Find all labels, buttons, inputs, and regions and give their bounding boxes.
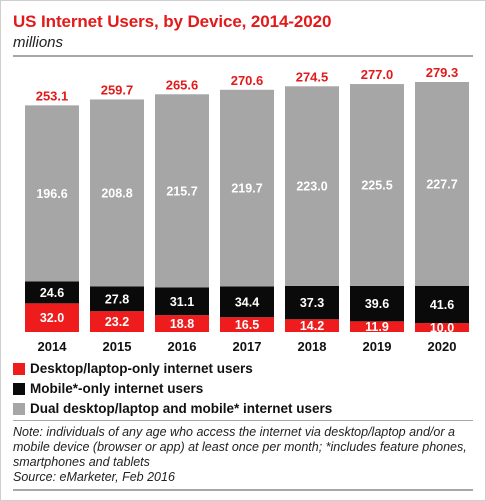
- value-label-dual-2019: 225.5: [361, 178, 392, 192]
- bar-desktop-only-2017: [220, 317, 274, 332]
- value-label-mobile-only-2016: 31.1: [170, 295, 194, 309]
- title-divider: [13, 55, 473, 57]
- bar-mobile-only-2019: [350, 285, 404, 322]
- total-label-2016: 265.6: [166, 77, 199, 92]
- legend-label-desktop-only: Desktop/laptop-only internet users: [30, 361, 253, 376]
- value-label-dual-2017: 219.7: [231, 182, 262, 196]
- x-tick-label-2018: 2018: [298, 339, 327, 354]
- value-label-dual-2020: 227.7: [426, 177, 457, 191]
- value-label-mobile-only-2015: 27.8: [105, 292, 129, 306]
- value-label-desktop-only-2016: 18.8: [170, 317, 194, 331]
- bar-mobile-only-2020: [415, 285, 469, 324]
- bar-desktop-only-2016: [155, 315, 209, 332]
- value-label-mobile-only-2020: 41.6: [430, 298, 454, 312]
- stacked-bar-chart: 32.0 24.6 196.6 253.1 2014 23.2 27.8 208.8 259.7…: [25, 65, 469, 354]
- value-label-desktop-only-2018: 14.2: [300, 319, 324, 333]
- source-line: Source: eMarketer, Feb 2016: [13, 470, 175, 484]
- bar-dual-2014: [25, 105, 79, 282]
- legend-divider: [13, 420, 473, 421]
- bar-mobile-only-2015: [90, 286, 144, 312]
- bar-desktop-only-2014: [25, 303, 79, 332]
- x-tick-label-2019: 2019: [363, 339, 392, 354]
- bar-dual-2020: [415, 82, 469, 286]
- chart-subtitle: millions: [13, 34, 64, 51]
- bar-dual-2016: [155, 94, 209, 288]
- bar-desktop-only-2015: [90, 311, 144, 332]
- value-label-dual-2018: 223.0: [296, 180, 327, 194]
- bar-mobile-only-2014: [25, 281, 79, 304]
- x-tick-label-2015: 2015: [103, 339, 132, 354]
- legend-swatch-dual: [13, 403, 25, 415]
- chart-title: US Internet Users, by Device, 2014-2020: [13, 12, 332, 31]
- bar-dual-2015: [90, 99, 144, 287]
- bar-desktop-only-2018: [285, 319, 339, 332]
- bar-dual-2018: [285, 86, 339, 286]
- value-label-mobile-only-2014: 24.6: [40, 286, 64, 300]
- bar-desktop-only-2020: [415, 323, 469, 332]
- bar-mobile-only-2017: [220, 286, 274, 318]
- bar-mobile-only-2018: [285, 285, 339, 320]
- x-tick-label-2016: 2016: [168, 339, 197, 354]
- total-label-2018: 274.5: [296, 69, 329, 84]
- footnote: Note: individuals of any age who access …: [13, 425, 467, 469]
- value-label-desktop-only-2019: 11.9: [365, 320, 389, 334]
- total-label-2019: 277.0: [361, 67, 394, 82]
- x-tick-label-2020: 2020: [428, 339, 457, 354]
- total-label-2014: 253.1: [36, 88, 69, 103]
- value-label-desktop-only-2015: 23.2: [105, 315, 129, 329]
- bar-desktop-only-2019: [350, 321, 404, 332]
- bar-dual-2017: [220, 89, 274, 287]
- value-label-dual-2014: 196.6: [36, 187, 67, 201]
- legend-swatch-desktop-only: [13, 363, 25, 375]
- value-label-dual-2015: 208.8: [101, 186, 132, 200]
- value-label-desktop-only-2014: 32.0: [40, 311, 64, 325]
- total-label-2020: 279.3: [426, 65, 459, 80]
- bottom-divider: [13, 489, 473, 491]
- bar-mobile-only-2016: [155, 287, 209, 316]
- bar-dual-2019: [350, 84, 404, 286]
- value-label-desktop-only-2020: 10.0: [430, 321, 454, 335]
- legend-label-dual: Dual desktop/laptop and mobile* internet…: [30, 401, 333, 416]
- value-label-dual-2016: 215.7: [166, 184, 197, 198]
- total-label-2015: 259.7: [101, 82, 134, 97]
- value-label-mobile-only-2017: 34.4: [235, 295, 259, 309]
- legend-label-mobile-only: Mobile*-only internet users: [30, 381, 204, 396]
- total-label-2017: 270.6: [231, 73, 264, 88]
- value-label-mobile-only-2018: 37.3: [300, 296, 324, 310]
- x-tick-label-2017: 2017: [233, 339, 262, 354]
- value-label-mobile-only-2019: 39.6: [365, 297, 389, 311]
- value-label-desktop-only-2017: 16.5: [235, 318, 259, 332]
- x-tick-label-2014: 2014: [38, 339, 68, 354]
- legend-swatch-mobile-only: [13, 383, 25, 395]
